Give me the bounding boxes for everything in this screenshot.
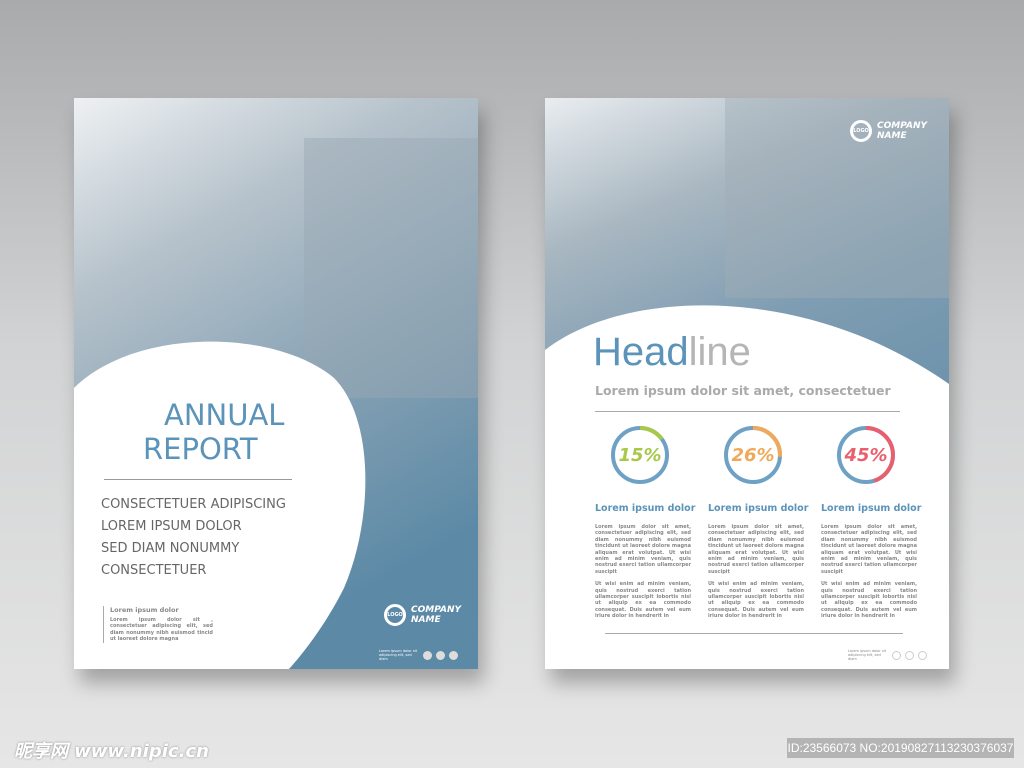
divider xyxy=(595,411,900,412)
stat-ring: 15% xyxy=(608,423,672,487)
footer-text: Lorem ipsum dolor sit adipiscing elit, s… xyxy=(848,649,887,661)
logo-icon: LOGO xyxy=(850,120,872,142)
company-name-text: NAME xyxy=(411,615,441,625)
column-paragraph: Lorem ipsum dolor sit amet, consectetuer… xyxy=(708,524,804,575)
headline-part: Head xyxy=(593,330,689,374)
mail-icon xyxy=(436,650,445,660)
headline: Headline xyxy=(593,330,751,375)
column-paragraph: Lorem ipsum dolor sit amet, consectetuer… xyxy=(821,524,917,575)
watermark: 昵享网 www.nipic.cn xyxy=(14,737,209,763)
column-title: Lorem ipsum dolor xyxy=(821,503,922,514)
cover-note: Lorem ipsum dolor Lorem ipsum dolor sit … xyxy=(103,606,213,643)
cover-footer: Lorem ipsum dolor sit adipiscing elit, s… xyxy=(379,649,458,661)
column-paragraph: Ut wisi enim ad minim veniam, quis nostr… xyxy=(821,581,917,620)
divider xyxy=(104,479,292,480)
column-title: Lorem ipsum dolor xyxy=(595,503,696,514)
cover-line: SED DIAM NONUMMY xyxy=(101,541,240,556)
cover-line: CONSECTETUER ADIPISCING xyxy=(101,497,286,512)
column-paragraph: Lorem ipsum dolor sit amet, consectetuer… xyxy=(595,524,691,575)
note-title: Lorem ipsum dolor xyxy=(110,606,179,614)
globe-icon xyxy=(892,650,901,660)
note-body: Lorem ipsum dolor sit , consectetuer adi… xyxy=(110,617,213,643)
ring-progress xyxy=(611,426,669,484)
stat-ring: 26% xyxy=(721,423,785,487)
cover-line: LOREM IPSUM DOLOR xyxy=(101,519,242,534)
subtitle: Lorem ipsum dolor sit amet, consectetuer xyxy=(595,383,891,398)
text-column: Lorem ipsum dolor Lorem ipsum dolor sit a… xyxy=(708,503,809,620)
stat-value: 15% xyxy=(618,444,662,466)
footer-text: Lorem ipsum dolor sit adipiscing elit, s… xyxy=(379,649,418,661)
cover-title-line1: ANNUAL xyxy=(164,398,285,432)
image-id: ID:23566073 NO:20190827113230376037 xyxy=(787,738,1014,758)
text-column: Lorem ipsum dolor Lorem ipsum dolor sit a… xyxy=(595,503,696,620)
cover-title-line2: REPORT xyxy=(143,432,258,466)
cover-lines: CONSECTETUER ADIPISCING LOREM IPSUM DOLO… xyxy=(101,494,286,582)
phone-icon xyxy=(449,650,458,660)
inner-photo xyxy=(545,98,949,669)
inner-footer: Lorem ipsum dolor sit adipiscing elit, s… xyxy=(848,649,927,661)
inner-page: LOGO COMPANY NAME Headline Lorem ipsum do… xyxy=(545,98,949,669)
phone-icon xyxy=(918,650,927,660)
watermark-brand: 昵享网 xyxy=(14,741,68,762)
column-paragraph: Ut wisi enim ad minim veniam, quis nostr… xyxy=(708,581,804,620)
divider xyxy=(605,633,903,634)
company-text: COMPANY xyxy=(877,121,927,131)
column-paragraph: Ut wisi enim ad minim veniam, quis nostr… xyxy=(595,581,691,620)
company-name-text: NAME xyxy=(877,131,907,141)
column-title: Lorem ipsum dolor xyxy=(708,503,809,514)
cover-page: ANNUAL REPORT CONSECTETUER ADIPISCING LO… xyxy=(74,98,478,669)
ring-progress xyxy=(724,426,782,484)
globe-icon xyxy=(423,650,432,660)
stat-value: 26% xyxy=(731,444,775,466)
logo-icon: LOGO xyxy=(384,604,406,626)
ring-progress xyxy=(837,426,895,484)
cover-photo xyxy=(74,98,478,669)
company-logo: LOGO COMPANY NAME xyxy=(850,120,927,142)
text-column: Lorem ipsum dolor Lorem ipsum dolor sit a… xyxy=(821,503,922,620)
stat-ring: 45% xyxy=(834,423,898,487)
cover-line: CONSECTETUER xyxy=(101,563,207,578)
company-text: COMPANY xyxy=(411,605,461,615)
headline-part: line xyxy=(688,330,751,374)
company-logo: LOGO COMPANY NAME xyxy=(384,604,461,626)
stat-value: 45% xyxy=(844,444,888,466)
mail-icon xyxy=(905,650,914,660)
watermark-url: www.nipic.cn xyxy=(74,741,209,762)
